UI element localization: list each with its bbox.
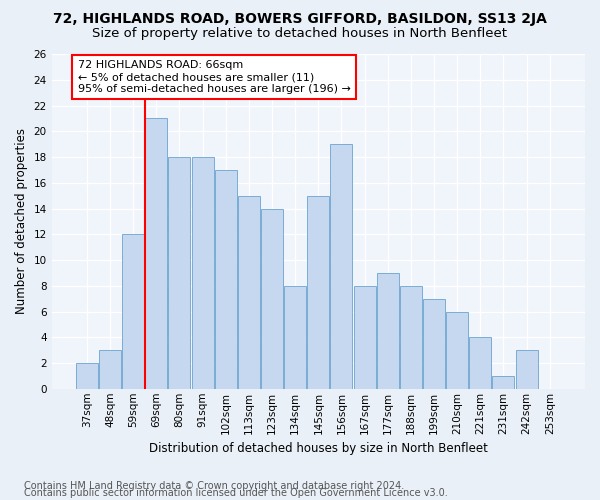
Bar [423, 298, 445, 389]
Bar [284, 286, 306, 389]
Text: Size of property relative to detached houses in North Benfleet: Size of property relative to detached ho… [92, 28, 508, 40]
Text: Contains HM Land Registry data © Crown copyright and database right 2024.: Contains HM Land Registry data © Crown c… [24, 481, 404, 491]
Bar [215, 170, 237, 389]
Text: 72 HIGHLANDS ROAD: 66sqm
← 5% of detached houses are smaller (11)
95% of semi-de: 72 HIGHLANDS ROAD: 66sqm ← 5% of detache… [77, 60, 350, 94]
Bar [353, 286, 376, 389]
Bar [377, 273, 399, 389]
Bar [469, 338, 491, 389]
Bar [145, 118, 167, 389]
Bar [400, 286, 422, 389]
X-axis label: Distribution of detached houses by size in North Benfleet: Distribution of detached houses by size … [149, 442, 488, 455]
Bar [169, 157, 190, 389]
Bar [238, 196, 260, 389]
Bar [331, 144, 352, 389]
Bar [446, 312, 468, 389]
Bar [261, 208, 283, 389]
Text: 72, HIGHLANDS ROAD, BOWERS GIFFORD, BASILDON, SS13 2JA: 72, HIGHLANDS ROAD, BOWERS GIFFORD, BASI… [53, 12, 547, 26]
Text: Contains public sector information licensed under the Open Government Licence v3: Contains public sector information licen… [24, 488, 448, 498]
Bar [515, 350, 538, 389]
Y-axis label: Number of detached properties: Number of detached properties [15, 128, 28, 314]
Bar [191, 157, 214, 389]
Bar [76, 363, 98, 389]
Bar [99, 350, 121, 389]
Bar [122, 234, 144, 389]
Bar [307, 196, 329, 389]
Bar [493, 376, 514, 389]
